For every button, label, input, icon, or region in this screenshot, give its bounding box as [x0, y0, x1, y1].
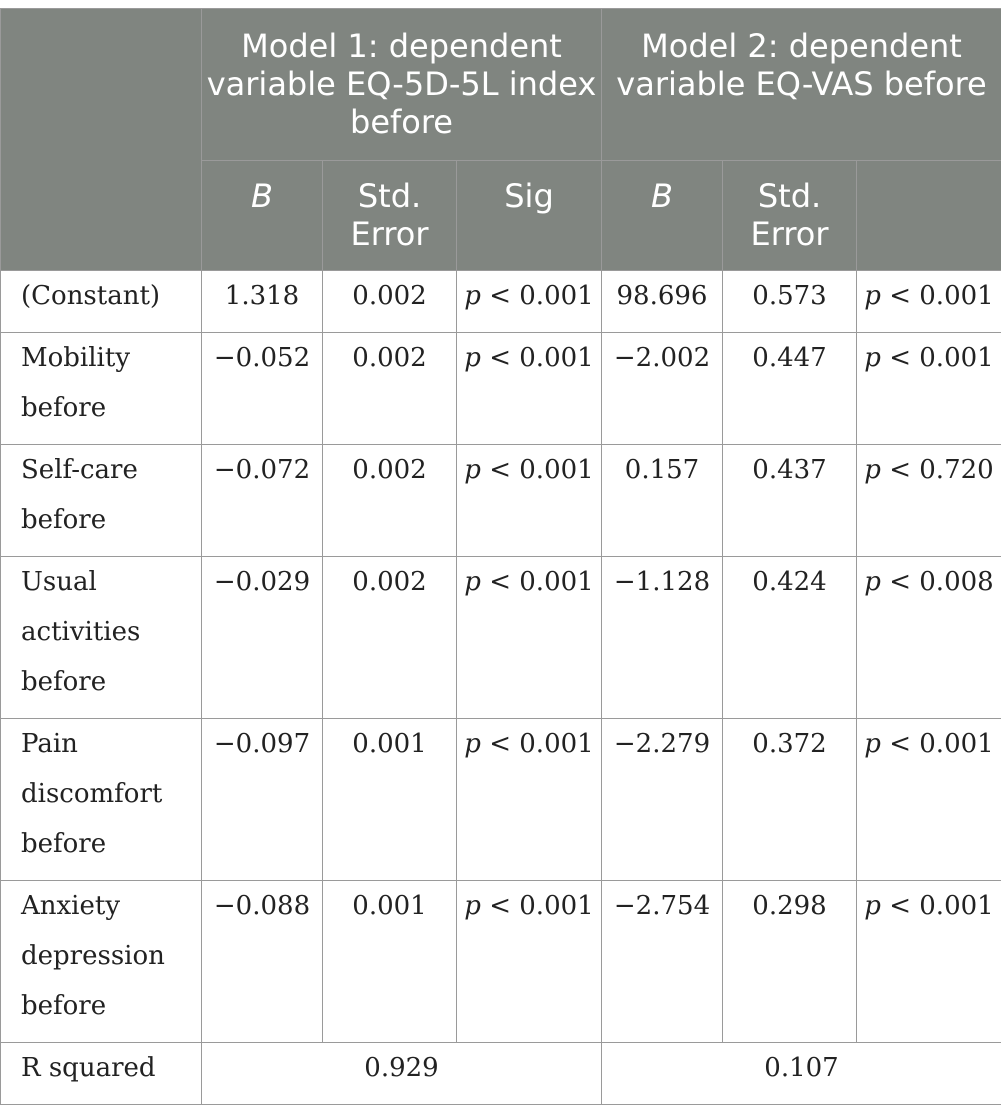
cell-b-model1: −0.052 [201, 332, 323, 445]
table-row: Usual activities before −0.029 0.002 p <… [0, 556, 1001, 719]
cell-sig-model2: p < 0.008 [856, 556, 1001, 719]
header-std-error-model2: Std. Error [722, 160, 857, 271]
cell-sig-model2: p < 0.001 [856, 880, 1001, 1043]
cell-r-squared-model2: 0.107 [601, 1042, 1001, 1105]
header-sig-model2 [856, 160, 1001, 271]
row-label: Usual activities before [0, 556, 202, 719]
table-row: Mobility before −0.052 0.002 p < 0.001 −… [0, 332, 1001, 445]
cell-sig-model2: p < 0.001 [856, 270, 1001, 333]
table-row: Self-care before −0.072 0.002 p < 0.001 … [0, 444, 1001, 557]
cell-std-error-model1: 0.002 [322, 332, 457, 445]
cell-std-error-model2: 0.372 [722, 718, 857, 881]
cell-std-error-model2: 0.447 [722, 332, 857, 445]
cell-b-model1: −0.029 [201, 556, 323, 719]
header-std-error-model1: Std. Error [322, 160, 457, 271]
row-label: R squared [0, 1042, 202, 1105]
cell-sig-model1: p < 0.001 [456, 332, 602, 445]
header-b-model2: B [601, 160, 723, 271]
cell-std-error-model2: 0.437 [722, 444, 857, 557]
cell-sig-model1: p < 0.001 [456, 556, 602, 719]
cell-sig-model2: p < 0.001 [856, 718, 1001, 881]
table-row: (Constant) 1.318 0.002 p < 0.001 98.696 … [0, 270, 1001, 333]
row-label: Pain discomfort before [0, 718, 202, 881]
cell-std-error-model1: 0.002 [322, 444, 457, 557]
header-row-columns: B Std. Error Sig B Std. Error [1, 160, 1001, 271]
cell-b-model2: 0.157 [601, 444, 723, 557]
regression-table: Model 1: dependent variable EQ-5D-5L ind… [0, 8, 1001, 1105]
header-corner-cell [0, 8, 202, 271]
cell-std-error-model2: 0.298 [722, 880, 857, 1043]
cell-b-model2: −2.002 [601, 332, 723, 445]
cell-sig-model1: p < 0.001 [456, 718, 602, 881]
table-row: Pain discomfort before −0.097 0.001 p < … [0, 718, 1001, 881]
cell-b-model2: 98.696 [601, 270, 723, 333]
cell-std-error-model2: 0.573 [722, 270, 857, 333]
table-row: Anxiety depression before −0.088 0.001 p… [0, 880, 1001, 1043]
header-model2: Model 2: dependent variable EQ-VAS befor… [601, 8, 1001, 161]
cell-b-model1: −0.072 [201, 444, 323, 557]
cell-std-error-model1: 0.002 [322, 270, 457, 333]
cell-b-model1: −0.097 [201, 718, 323, 881]
cell-std-error-model1: 0.001 [322, 880, 457, 1043]
cell-b-model2: −2.279 [601, 718, 723, 881]
cell-std-error-model1: 0.002 [322, 556, 457, 719]
cell-sig-model1: p < 0.001 [456, 880, 602, 1043]
row-label: Anxiety depression before [0, 880, 202, 1043]
cell-b-model1: −0.088 [201, 880, 323, 1043]
cell-std-error-model1: 0.001 [322, 718, 457, 881]
row-label: Self-care before [0, 444, 202, 557]
row-label: (Constant) [0, 270, 202, 333]
cell-sig-model1: p < 0.001 [456, 270, 602, 333]
cell-sig-model2: p < 0.720 [856, 444, 1001, 557]
cell-sig-model2: p < 0.001 [856, 332, 1001, 445]
cell-b-model1: 1.318 [201, 270, 323, 333]
cell-std-error-model2: 0.424 [722, 556, 857, 719]
cell-b-model2: −2.754 [601, 880, 723, 1043]
header-sig-model1: Sig [456, 160, 602, 271]
cell-sig-model1: p < 0.001 [456, 444, 602, 557]
table-row-r-squared: R squared 0.929 0.107 [0, 1042, 1001, 1105]
header-b-model1: B [201, 160, 323, 271]
row-label: Mobility before [0, 332, 202, 445]
cell-b-model2: −1.128 [601, 556, 723, 719]
cell-r-squared-model1: 0.929 [201, 1042, 602, 1105]
header-model1: Model 1: dependent variable EQ-5D-5L ind… [201, 8, 602, 161]
header-row-models: Model 1: dependent variable EQ-5D-5L ind… [0, 8, 1001, 271]
